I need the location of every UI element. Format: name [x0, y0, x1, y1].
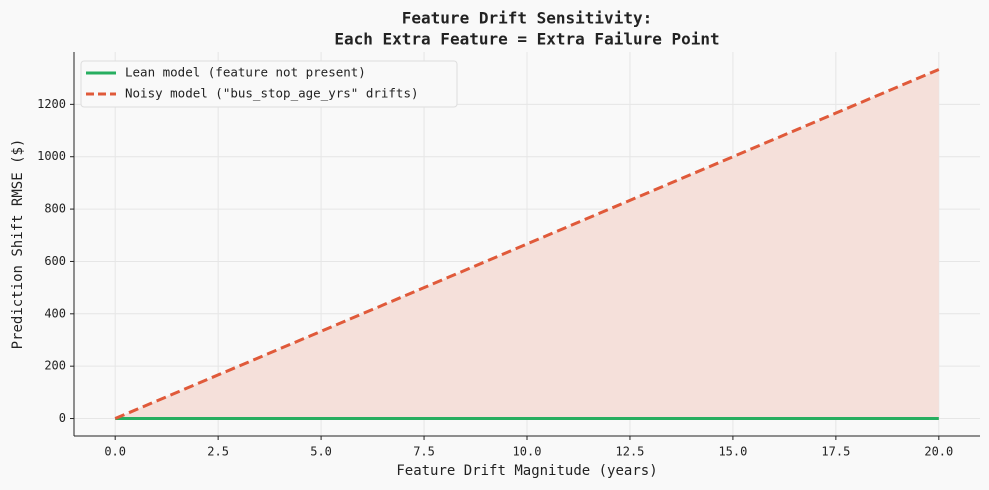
x-tick-label: 5.0: [310, 445, 332, 459]
legend-box: [80, 60, 458, 108]
x-tick-label: 20.0: [924, 445, 953, 459]
x-tick-label: 10.0: [513, 445, 542, 459]
chart-title: Feature Drift Sensitivity:: [402, 9, 652, 28]
x-axis-label: Feature Drift Magnitude (years): [396, 463, 657, 479]
y-tick-label: 1000: [37, 149, 66, 163]
y-tick-label: 1200: [37, 97, 66, 111]
area-fill: [115, 69, 939, 419]
x-tick-label: 17.5: [821, 445, 850, 459]
legend-label: Noisy model ("bus_stop_age_yrs" drifts): [125, 86, 419, 101]
y-tick-label: 600: [44, 254, 66, 268]
x-tick-label: 2.5: [207, 445, 229, 459]
legend: Lean model (feature not present) Noisy mo…: [80, 60, 458, 108]
y-tick-label: 200: [44, 359, 66, 373]
x-tick-label: 0.0: [104, 445, 126, 459]
y-tick-label: 400: [44, 306, 66, 320]
chart-title: Each Extra Feature = Extra Failure Point: [334, 30, 719, 49]
y-tick-label: 0: [59, 411, 66, 425]
x-tick-label: 7.5: [413, 445, 435, 459]
x-tick-label: 15.0: [718, 445, 747, 459]
y-axis-label: Prediction Shift RMSE ($): [10, 139, 26, 350]
y-tick-label: 800: [44, 202, 66, 216]
x-tick-label: 12.5: [616, 445, 645, 459]
legend-label: Lean model (feature not present): [125, 65, 366, 80]
